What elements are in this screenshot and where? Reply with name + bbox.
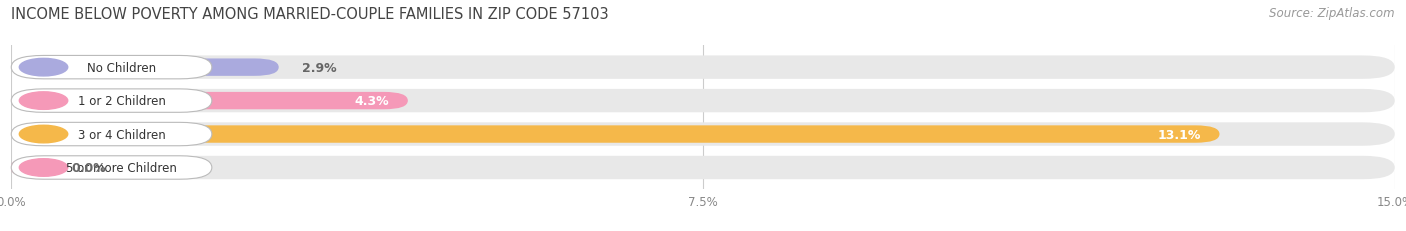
FancyBboxPatch shape [11, 92, 408, 110]
FancyBboxPatch shape [11, 56, 212, 79]
Circle shape [20, 92, 67, 110]
FancyBboxPatch shape [11, 156, 1395, 179]
Text: Source: ZipAtlas.com: Source: ZipAtlas.com [1270, 7, 1395, 20]
Text: 2.9%: 2.9% [302, 61, 336, 74]
Text: 1 or 2 Children: 1 or 2 Children [77, 95, 166, 108]
Text: No Children: No Children [87, 61, 156, 74]
Text: 13.1%: 13.1% [1157, 128, 1201, 141]
FancyBboxPatch shape [11, 159, 48, 176]
FancyBboxPatch shape [11, 123, 1395, 146]
Circle shape [20, 59, 67, 77]
FancyBboxPatch shape [11, 156, 212, 179]
Text: INCOME BELOW POVERTY AMONG MARRIED-COUPLE FAMILIES IN ZIP CODE 57103: INCOME BELOW POVERTY AMONG MARRIED-COUPL… [11, 7, 609, 22]
FancyBboxPatch shape [11, 89, 212, 113]
FancyBboxPatch shape [11, 59, 278, 76]
FancyBboxPatch shape [11, 126, 1219, 143]
FancyBboxPatch shape [11, 56, 1395, 79]
Text: 5 or more Children: 5 or more Children [66, 161, 177, 174]
Text: 3 or 4 Children: 3 or 4 Children [77, 128, 166, 141]
FancyBboxPatch shape [11, 89, 1395, 113]
Circle shape [20, 159, 67, 176]
Text: 0.0%: 0.0% [72, 161, 105, 174]
Circle shape [20, 126, 67, 143]
Text: 4.3%: 4.3% [354, 95, 389, 108]
FancyBboxPatch shape [11, 123, 212, 146]
